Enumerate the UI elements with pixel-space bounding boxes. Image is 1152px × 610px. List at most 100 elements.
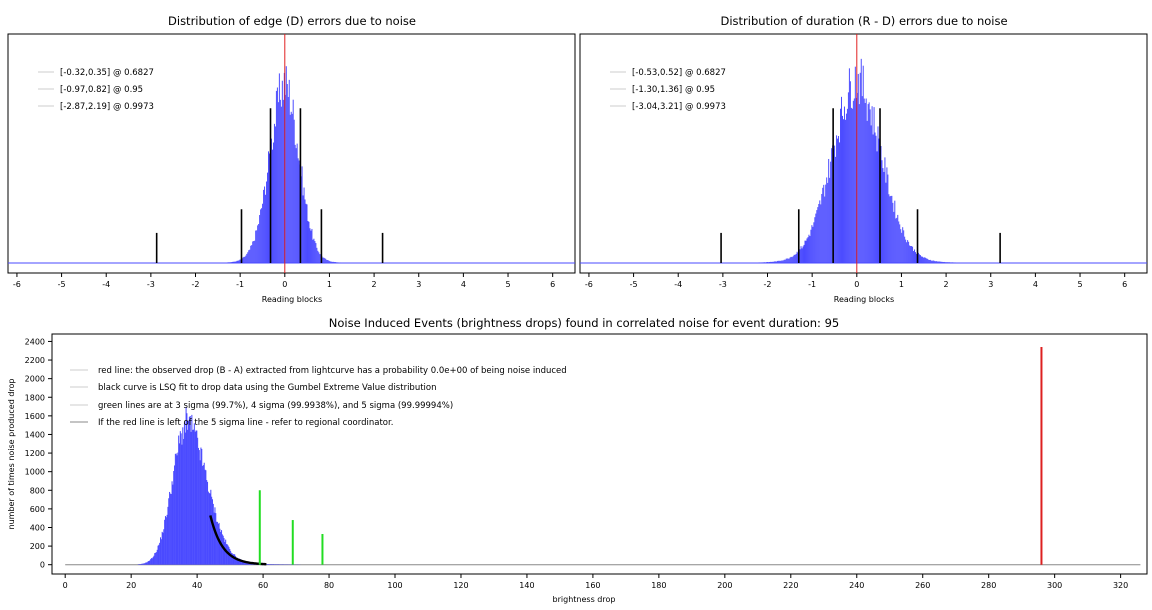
x-tick-label: 320 xyxy=(1113,581,1128,590)
histogram-bar xyxy=(222,535,224,565)
histogram-bar xyxy=(910,246,912,263)
histogram-bar xyxy=(922,257,924,263)
histogram-bar xyxy=(287,96,289,263)
histogram-bar xyxy=(225,544,228,565)
histogram-bar xyxy=(192,429,195,565)
histogram-bar xyxy=(176,455,178,565)
histogram-bar xyxy=(244,561,246,565)
histogram-bar xyxy=(937,261,939,263)
histogram-bar xyxy=(230,550,232,565)
histogram-bar xyxy=(221,534,223,565)
histogram-bar xyxy=(230,552,232,565)
histogram-bar xyxy=(295,148,297,263)
histogram-bar xyxy=(782,260,784,263)
histogram-bar xyxy=(765,262,767,263)
histogram-bar xyxy=(305,203,307,263)
histogram-bar xyxy=(152,557,154,565)
histogram-bar xyxy=(796,251,798,263)
histogram-bar xyxy=(892,202,894,263)
y-tick-label: 2400 xyxy=(25,337,45,346)
histogram-bar xyxy=(310,230,312,263)
histogram-bar xyxy=(774,261,776,263)
histogram-bar xyxy=(145,562,147,565)
histogram-bar xyxy=(297,158,299,263)
histogram-bar xyxy=(883,171,885,263)
histogram-bar xyxy=(242,560,244,565)
histogram-bar xyxy=(767,262,769,263)
histogram-bar xyxy=(884,157,886,263)
histogram-bar xyxy=(167,506,169,565)
histogram-bar xyxy=(311,228,313,263)
histogram-bar xyxy=(813,222,815,263)
histogram-bar xyxy=(188,416,190,565)
x-tick-label: -1 xyxy=(236,280,244,289)
histogram-bar xyxy=(220,531,222,565)
histogram-bar xyxy=(828,158,830,263)
x-tick-label: 3 xyxy=(988,280,993,289)
histogram-bar xyxy=(809,236,811,263)
histogram-bar xyxy=(850,107,852,263)
histogram-bar xyxy=(227,545,229,565)
histogram-bar xyxy=(815,213,817,263)
histogram-bar xyxy=(156,549,158,565)
histogram-bar xyxy=(336,262,338,263)
histogram-bar xyxy=(234,554,236,565)
histogram-bar xyxy=(217,523,219,565)
histogram-bar xyxy=(278,73,280,264)
histogram-bar xyxy=(142,563,144,565)
histogram-bar xyxy=(304,199,306,263)
histogram-bar xyxy=(206,480,208,565)
histogram-bar xyxy=(803,244,805,263)
histogram-bar xyxy=(227,262,229,263)
histogram-bar xyxy=(242,257,244,263)
histogram-bar xyxy=(240,559,242,565)
histogram-bar xyxy=(277,102,279,263)
histogram-bar xyxy=(902,227,904,263)
histogram-bar xyxy=(912,246,914,263)
histogram-bar xyxy=(316,247,318,263)
histogram-bar xyxy=(858,104,860,263)
histogram-bar xyxy=(186,413,188,565)
plot-frame xyxy=(51,333,1148,575)
histogram-bar xyxy=(877,126,879,263)
histogram-bar xyxy=(817,207,819,263)
histogram-bar xyxy=(791,257,793,263)
histogram-bar xyxy=(228,262,230,263)
x-tick-label: 40 xyxy=(192,581,202,590)
histogram-bar xyxy=(213,512,215,565)
legend-entry: black curve is LSQ fit to drop data usin… xyxy=(98,383,437,393)
histogram-bar xyxy=(827,182,829,263)
histogram-bar xyxy=(758,262,760,263)
histogram-bar xyxy=(322,257,324,263)
histogram-bar xyxy=(762,262,764,263)
histogram-bar xyxy=(792,256,794,263)
histogram-bar xyxy=(150,559,152,565)
y-tick-label: 1400 xyxy=(25,430,45,439)
histogram-bar xyxy=(174,465,176,565)
histogram-bar xyxy=(208,492,210,565)
histogram-bar xyxy=(875,135,877,263)
histogram-bar xyxy=(889,196,891,263)
histogram-bar xyxy=(909,245,911,263)
histogram-bar xyxy=(308,221,310,263)
histogram-bar xyxy=(800,246,802,263)
x-tick-label: 300 xyxy=(1047,581,1062,590)
histogram-bar xyxy=(266,564,268,565)
histogram-bar xyxy=(945,262,947,263)
histogram-bar xyxy=(169,491,171,565)
histogram-bar xyxy=(251,245,253,263)
x-tick-label: 2 xyxy=(944,280,949,289)
duration-error-chart: Distribution of duration (R - D) errors … xyxy=(579,14,1148,304)
histogram-bar xyxy=(234,261,236,263)
histogram-bar xyxy=(197,437,199,565)
legend-entry: [-0.97,0.82] @ 0.95 xyxy=(60,85,143,95)
histogram-bar xyxy=(901,232,903,263)
histogram-bar xyxy=(848,68,850,264)
histogram-bar xyxy=(315,243,317,263)
histogram-bar xyxy=(869,109,871,263)
histogram-bar xyxy=(175,453,177,565)
histogram-bar xyxy=(926,258,928,263)
histogram-bar xyxy=(952,262,954,263)
histogram-bar xyxy=(199,460,201,565)
x-tick-label: -6 xyxy=(585,280,593,289)
